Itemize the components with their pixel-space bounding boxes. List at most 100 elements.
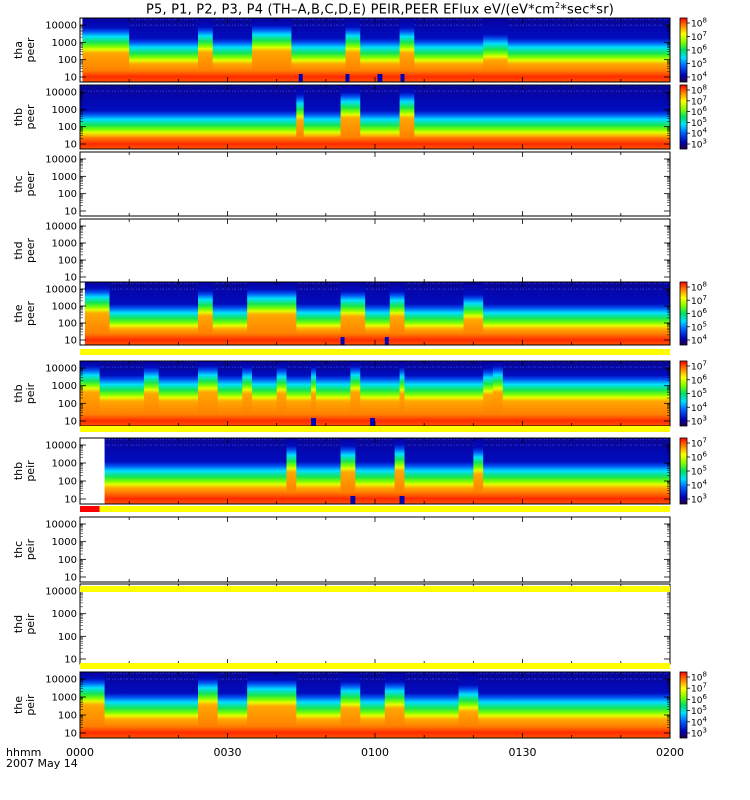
colorbar-label-exponent: 7 [702,682,706,690]
spectrogram-region [143,361,159,426]
colorbar-label-base: 10 [691,33,703,43]
spectrogram-region [311,361,316,426]
energy-tick-label: 1000 [52,609,77,620]
spectrogram-region [473,438,484,504]
colorbar-label-exponent: 5 [702,704,706,712]
spectrogram-region [80,361,100,426]
colorbar-label: 107 [691,360,707,373]
spectrogram-gap [311,418,316,426]
energy-tick-label: 1000 [52,239,77,250]
colorbar-label: 106 [691,693,707,706]
colorbar-label-exponent: 7 [702,360,706,368]
spectrogram-region [286,438,297,504]
spectrogram-noise [82,18,671,27]
colorbar-label-exponent: 5 [702,57,706,65]
colorbar-label: 108 [691,17,707,30]
colorbar-label-base: 10 [691,74,703,84]
colorbar-label-base: 10 [691,323,703,333]
panel-ylabel-line2: peer [24,238,37,264]
colorbar-label-base: 10 [691,60,703,70]
panel-ylabel-the_peer: thepeer [12,301,37,327]
plot-title-main: P5, P1, P2, P3, P4 (TH–A,B,C,D,E) PEIR,P… [145,2,556,18]
spectrogram-region [458,672,479,738]
plot-title: P5, P1, P2, P3, P4 (TH–A,B,C,D,E) PEIR,P… [80,1,680,17]
panel-thc_peir: thcpeir 10 100 1000 10000 [12,516,671,584]
energy-tick-label: 10000 [45,520,77,531]
colorbar-label: 106 [691,44,707,57]
panel-ylabel-line1: thc [12,175,25,192]
panel-ylabel-line1: tha [12,41,25,59]
colorbar-label: 104 [691,479,707,492]
colorbar-label: 104 [691,401,707,414]
colorbar-label-exponent: 6 [702,44,707,52]
colorbar-label-base: 10 [691,108,703,118]
time-tick-label: 0000 [66,746,94,759]
spectrogram-gap [384,337,389,345]
colorbar-label-exponent: 6 [702,373,707,381]
panel-ylabel-thb_peer: thbpeer [12,104,37,130]
flag-bar-yellow [99,506,670,512]
spectrogram-region [276,361,287,426]
colorbar-label-exponent: 7 [702,294,706,302]
colorbar-label-exponent: 3 [702,493,706,501]
colorbar-the_peir [679,671,688,739]
panel-ylabel-line2: peer [24,171,37,197]
flag-bar-yellow [80,426,670,432]
panel-frame [79,218,671,283]
colorbar-label-base: 10 [691,730,703,740]
spectrogram-region [350,361,361,426]
colorbar-label: 108 [691,671,707,684]
energy-tick-label: 100 [58,555,77,566]
colorbar-label-exponent: 6 [702,307,707,315]
colorbar-label: 105 [691,465,707,478]
spectrogram-region [198,18,213,82]
spectrogram-noise [104,438,671,448]
spectrogram-region [82,18,130,82]
colorbar-label: 107 [691,294,707,307]
spectrogram-gap [340,337,345,345]
colorbar-label: 104 [691,334,707,347]
energy-tick-label: 100 [58,477,77,488]
spectrogram-region [296,85,304,149]
panel-ylabel-the_peir: thepeir [12,694,37,716]
energy-tick-label: 10 [64,336,77,347]
spectrogram-background [104,438,671,504]
colorbar-label-exponent: 3 [702,138,706,146]
colorbar-label-exponent: 5 [702,387,706,395]
energy-tick-label: 10 [64,655,77,666]
colorbar-label-base: 10 [691,130,703,140]
colorbar-label-base: 10 [691,97,703,107]
flag-bars-layer [80,349,670,669]
colorbar-the_peer [679,281,688,346]
colorbar-label-exponent: 6 [702,451,707,459]
date-label: 2007 May 14 [6,757,78,770]
energy-tick-label: 10 [64,573,77,584]
energy-tick-label: 10 [64,73,77,84]
panel-ylabel-tha_peer: thapeer [12,37,37,63]
panel-ylabel-line1: thd [12,241,25,259]
colorbar-label-exponent: 4 [702,479,707,487]
spectrogram-background [80,85,670,149]
energy-tick-label: 1000 [52,381,77,392]
colorbar-label-base: 10 [691,674,703,684]
panel-ylabel-line1: thc [12,541,25,558]
spectrogram-region [399,85,415,149]
spectrogram-background [80,361,670,426]
panel-frame [79,151,671,217]
colorbar-label: 108 [691,281,707,294]
energy-tick-label: 10000 [45,285,77,296]
energy-tick-label: 100 [58,122,77,133]
colorbar-thb_peir_top [679,360,688,427]
colorbar-label: 106 [691,307,707,320]
colorbar-label-base: 10 [691,390,703,400]
spectrogram-region [399,361,405,426]
colorbar-label: 103 [691,493,707,506]
energy-tick-label: 10000 [45,21,77,32]
colorbar-label-base: 10 [691,284,703,294]
spectrogram-gap [400,74,405,82]
spectrogram-region [394,438,405,504]
